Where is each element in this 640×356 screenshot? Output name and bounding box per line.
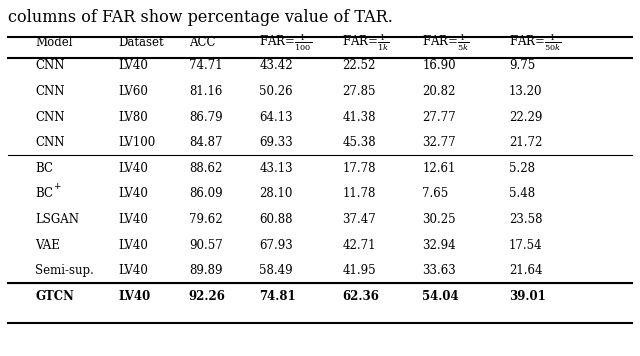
Text: 16.90: 16.90	[422, 59, 456, 72]
Text: 22.29: 22.29	[509, 111, 542, 124]
Text: 21.72: 21.72	[509, 136, 542, 149]
Text: VAE: VAE	[35, 239, 60, 252]
Text: 88.62: 88.62	[189, 162, 222, 175]
Text: 84.87: 84.87	[189, 136, 222, 149]
Text: BC: BC	[35, 188, 53, 200]
Text: ACC: ACC	[189, 36, 215, 49]
Text: 27.77: 27.77	[422, 111, 456, 124]
Text: 5.28: 5.28	[509, 162, 535, 175]
Text: 41.38: 41.38	[342, 111, 376, 124]
Text: Semi-sup.: Semi-sup.	[35, 265, 94, 277]
Text: 81.16: 81.16	[189, 85, 222, 98]
Text: 39.01: 39.01	[509, 290, 545, 303]
Text: 12.61: 12.61	[422, 162, 456, 175]
Text: 7.65: 7.65	[422, 188, 449, 200]
Text: 32.94: 32.94	[422, 239, 456, 252]
Text: 5.48: 5.48	[509, 188, 535, 200]
Text: 60.88: 60.88	[259, 213, 292, 226]
Text: 64.13: 64.13	[259, 111, 293, 124]
Text: LV40: LV40	[118, 290, 150, 303]
Text: 45.38: 45.38	[342, 136, 376, 149]
Text: 69.33: 69.33	[259, 136, 293, 149]
Text: 86.09: 86.09	[189, 188, 223, 200]
Text: 41.95: 41.95	[342, 265, 376, 277]
Text: 37.47: 37.47	[342, 213, 376, 226]
Text: 33.63: 33.63	[422, 265, 456, 277]
Text: 62.36: 62.36	[342, 290, 380, 303]
Text: 30.25: 30.25	[422, 213, 456, 226]
Text: CNN: CNN	[35, 85, 65, 98]
Text: 92.26: 92.26	[189, 290, 226, 303]
Text: 9.75: 9.75	[509, 59, 535, 72]
Text: +: +	[53, 182, 61, 190]
Text: 89.89: 89.89	[189, 265, 222, 277]
Text: LV40: LV40	[118, 162, 148, 175]
Text: 58.49: 58.49	[259, 265, 293, 277]
Text: columns of FAR show percentage value of TAR.: columns of FAR show percentage value of …	[8, 9, 392, 26]
Text: 17.78: 17.78	[342, 162, 376, 175]
Text: 32.77: 32.77	[422, 136, 456, 149]
Text: 74.81: 74.81	[259, 290, 296, 303]
Text: LV40: LV40	[118, 239, 148, 252]
Text: LV40: LV40	[118, 59, 148, 72]
Text: LV100: LV100	[118, 136, 156, 149]
Text: LV80: LV80	[118, 111, 148, 124]
Text: LV60: LV60	[118, 85, 148, 98]
Text: 90.57: 90.57	[189, 239, 223, 252]
Text: 43.42: 43.42	[259, 59, 293, 72]
Text: 13.20: 13.20	[509, 85, 542, 98]
Text: 11.78: 11.78	[342, 188, 376, 200]
Text: LV40: LV40	[118, 213, 148, 226]
Text: 67.93: 67.93	[259, 239, 293, 252]
Text: 79.62: 79.62	[189, 213, 223, 226]
Text: LV40: LV40	[118, 265, 148, 277]
Text: LSGAN: LSGAN	[35, 213, 79, 226]
Text: 17.54: 17.54	[509, 239, 543, 252]
Text: CNN: CNN	[35, 59, 65, 72]
Text: Dataset: Dataset	[118, 36, 164, 49]
Text: 22.52: 22.52	[342, 59, 376, 72]
Text: 74.71: 74.71	[189, 59, 223, 72]
Text: 28.10: 28.10	[259, 188, 292, 200]
Text: 27.85: 27.85	[342, 85, 376, 98]
Text: 43.13: 43.13	[259, 162, 293, 175]
Text: FAR=$\frac{1}{50k}$: FAR=$\frac{1}{50k}$	[509, 31, 561, 53]
Text: 42.71: 42.71	[342, 239, 376, 252]
Text: Model: Model	[35, 36, 73, 49]
Text: 50.26: 50.26	[259, 85, 293, 98]
Text: 23.58: 23.58	[509, 213, 542, 226]
Text: 20.82: 20.82	[422, 85, 456, 98]
Text: LV40: LV40	[118, 188, 148, 200]
Text: 86.79: 86.79	[189, 111, 223, 124]
Text: FAR=$\frac{1}{5k}$: FAR=$\frac{1}{5k}$	[422, 31, 470, 53]
Text: GTCN: GTCN	[35, 290, 74, 303]
Text: 21.64: 21.64	[509, 265, 542, 277]
Text: 54.04: 54.04	[422, 290, 459, 303]
Text: CNN: CNN	[35, 136, 65, 149]
Text: FAR=$\frac{1}{1k}$: FAR=$\frac{1}{1k}$	[342, 31, 390, 53]
Text: CNN: CNN	[35, 111, 65, 124]
Text: BC: BC	[35, 162, 53, 175]
Text: FAR=$\frac{1}{100}$: FAR=$\frac{1}{100}$	[259, 31, 312, 53]
